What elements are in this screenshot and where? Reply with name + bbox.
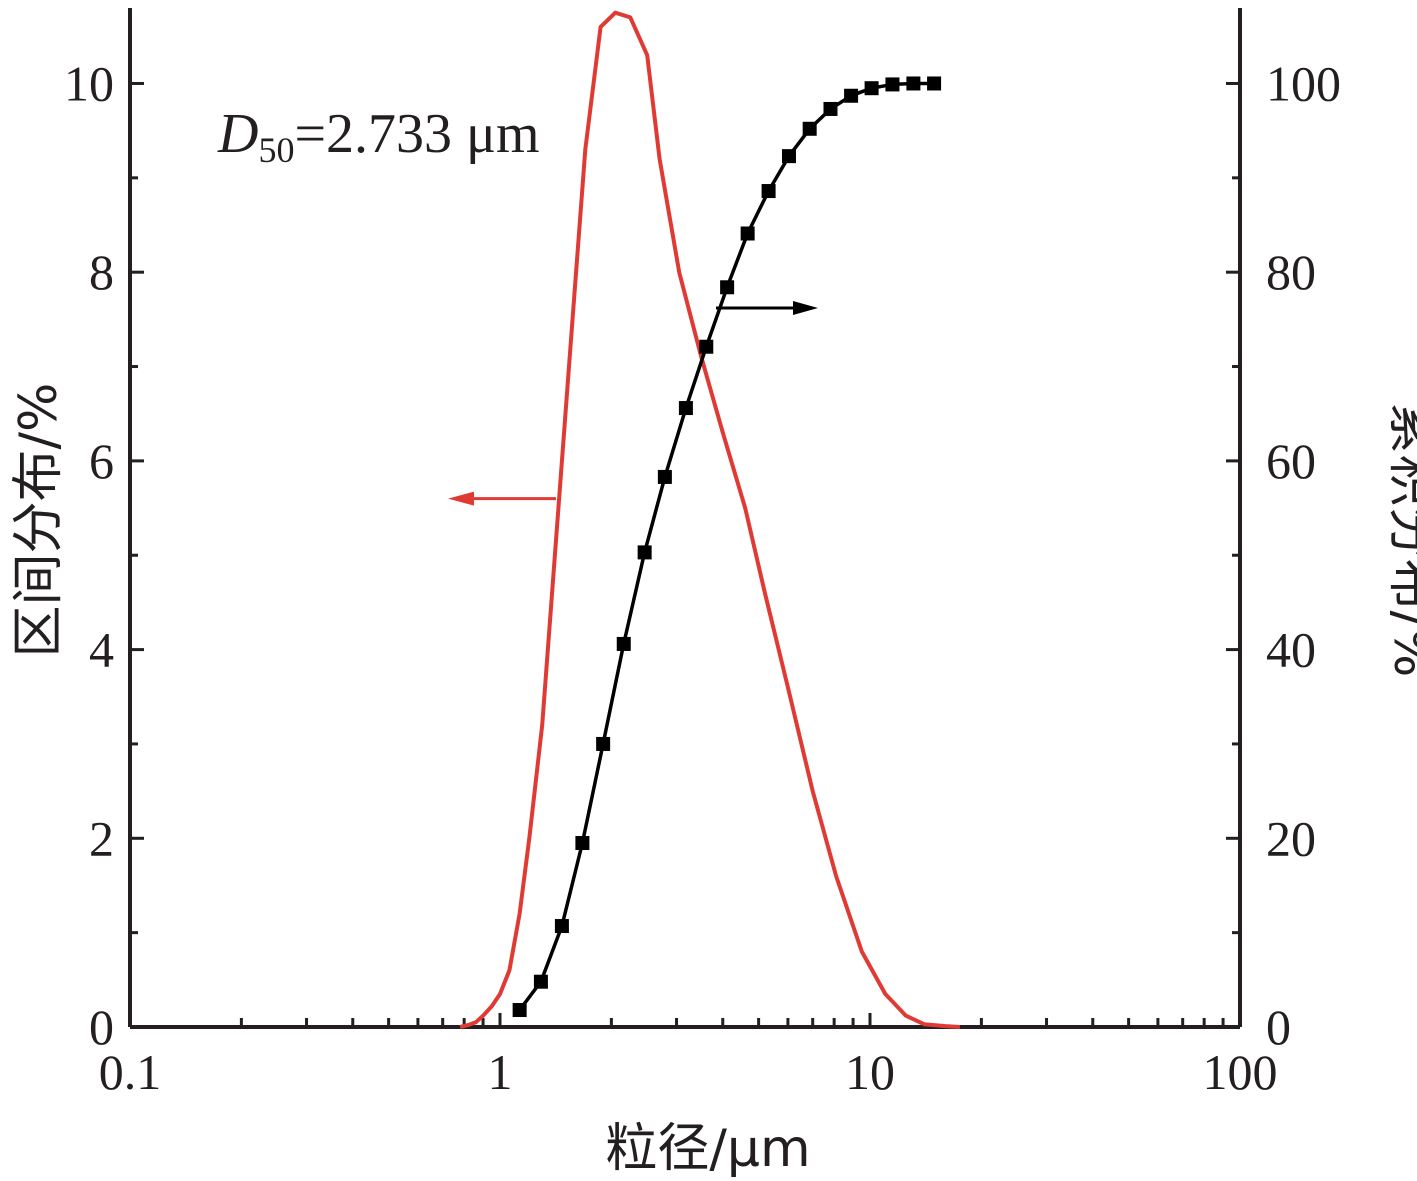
cumulative-data-point	[885, 77, 900, 92]
y-right-axis-title: 累积分布/%	[1382, 403, 1417, 678]
ticks	[128, 81, 1242, 1029]
cumulative-data-point	[823, 101, 838, 116]
cumulative-data-point	[512, 1003, 527, 1018]
series-indicator-arrows	[448, 301, 818, 506]
y-left-tick-label: 10	[64, 55, 114, 111]
series	[459, 10, 961, 1029]
x-tick-label: 0.1	[99, 1044, 162, 1100]
y-right-tick-label: 100	[1266, 55, 1341, 111]
y-left-tick-label: 8	[89, 244, 114, 300]
cumulative-data-point	[699, 339, 714, 354]
cumulative-data-point	[844, 88, 859, 103]
cumulative-data-point	[657, 469, 672, 484]
d50-annotation: D50=2.733 μm	[217, 103, 540, 170]
interval-distribution-line	[459, 10, 961, 1029]
y-left-tick-label: 2	[89, 810, 114, 866]
d50-value: =2.733 μm	[294, 103, 539, 165]
cumulative-data-point	[740, 226, 755, 241]
d50-symbol: D	[217, 103, 258, 165]
cumulative-data-point	[554, 919, 569, 934]
cumulative-data-point	[720, 280, 735, 295]
x-tick-label: 100	[1203, 1044, 1278, 1100]
cumulative-data-point	[927, 76, 942, 91]
y-left-axis-title: 区间分布/%	[9, 383, 69, 658]
cumulative-data-point	[781, 149, 796, 164]
y-right-tick-label: 80	[1266, 244, 1316, 300]
cumulative-data-point	[616, 636, 631, 651]
cumulative-data-point	[761, 184, 776, 199]
cumulative-data-point	[575, 836, 590, 851]
cumulative-data-point	[637, 545, 652, 560]
d50-subscript: 50	[258, 130, 294, 170]
cumulative-data-point	[678, 401, 693, 416]
y-left-tick-label: 0	[89, 999, 114, 1055]
cumulative-data-point	[533, 974, 548, 989]
x-tick-label: 1	[488, 1044, 513, 1100]
y-right-tick-label: 0	[1266, 999, 1291, 1055]
x-axis-title: 粒径/μm	[605, 1119, 810, 1179]
y-right-tick-label: 60	[1266, 433, 1316, 489]
y-right-tick-label: 40	[1266, 622, 1316, 678]
y-left-tick-label: 6	[89, 433, 114, 489]
y-right-tick-label: 20	[1266, 810, 1316, 866]
cumulative-data-point	[906, 76, 921, 91]
left-axis-arrowhead	[448, 491, 474, 506]
cumulative-data-point	[802, 121, 817, 136]
x-tick-label: 10	[845, 1044, 895, 1100]
cumulative-data-point	[864, 81, 879, 96]
y-left-tick-label: 4	[89, 622, 114, 678]
right-axis-arrowhead	[793, 301, 818, 316]
cumulative-data-point	[596, 736, 611, 751]
